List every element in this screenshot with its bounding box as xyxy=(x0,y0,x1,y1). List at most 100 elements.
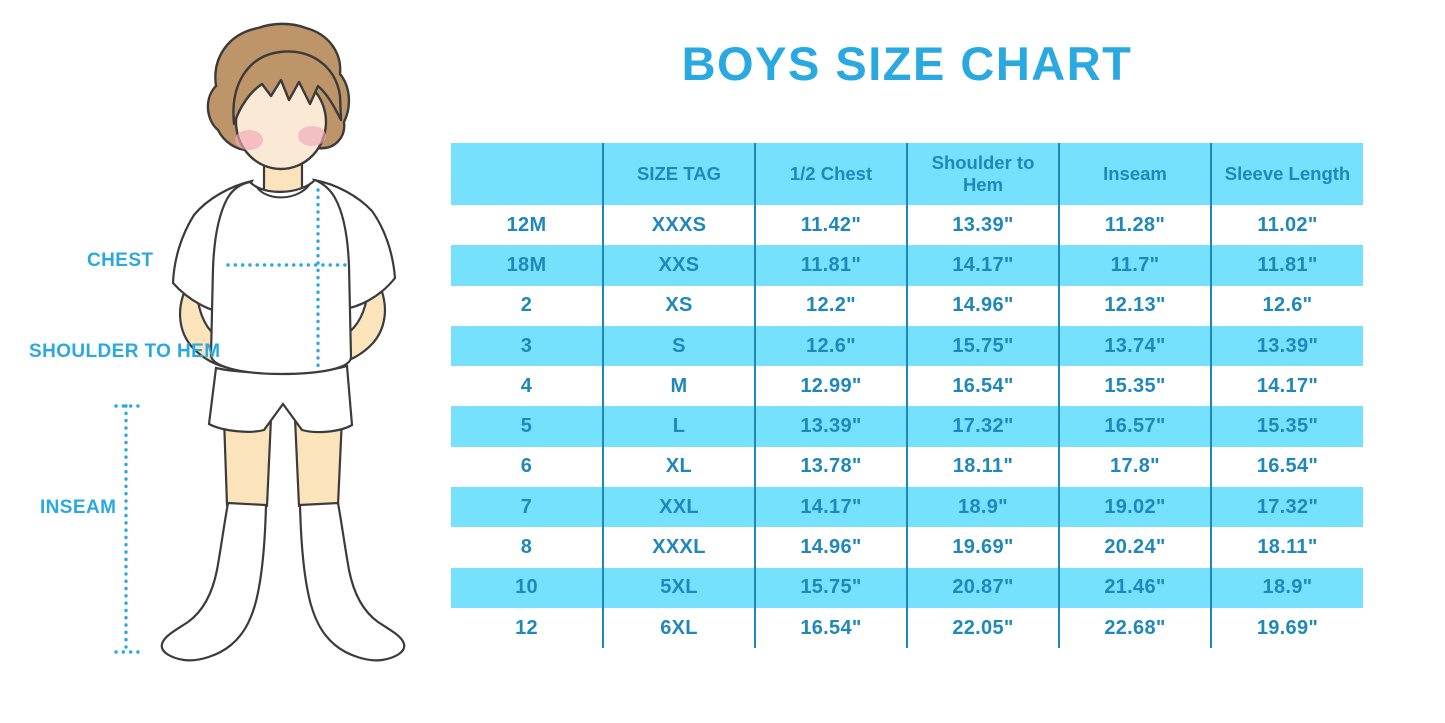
table-cell: XXXL xyxy=(602,527,755,568)
table-cell: M xyxy=(602,366,755,407)
table-cell: 12 xyxy=(515,616,538,639)
table-cell: 19.69" xyxy=(1210,607,1363,649)
table-row: 4 M 12.99" 16.54" 15.35" 14.17" xyxy=(451,366,1363,407)
table-cell: 13.39" xyxy=(1210,325,1363,367)
table-cell: 2 xyxy=(520,294,533,317)
table-cell: S xyxy=(602,325,755,367)
table-cell: 11.02" xyxy=(1210,205,1363,246)
size-table-container: SIZE TAG 1/2 Chest Shoulder to Hem Inseam Sl… xyxy=(451,143,1363,649)
table-row: 12M XXXS 11.42" 13.39" 11.28" 11.02" xyxy=(451,205,1363,246)
table-cell: 19.02" xyxy=(1058,487,1211,528)
table-cell: 12.13" xyxy=(1058,285,1211,326)
column-header: Sleeve Length xyxy=(1210,143,1363,205)
column-header: SIZE TAG xyxy=(602,143,755,205)
table-row: 8 XXXL 14.96" 19.69" 20.24" 18.11" xyxy=(451,527,1363,568)
table-cell: 15.75" xyxy=(906,325,1059,367)
table-cell: 16.54" xyxy=(1210,446,1363,488)
table-cell: 4 xyxy=(520,374,533,397)
table-cell: 6 xyxy=(520,455,533,478)
table-cell: 5XL xyxy=(602,567,755,608)
table-cell: 11.81" xyxy=(754,245,907,286)
table-cell: 11.42" xyxy=(754,205,907,246)
left-cheek xyxy=(235,130,263,150)
column-header: Inseam xyxy=(1058,143,1211,205)
table-cell: 15.35" xyxy=(1058,366,1211,407)
table-cell: 16.54" xyxy=(754,607,907,649)
table-cell: 18M xyxy=(506,253,547,276)
column-header: 1/2 Chest xyxy=(754,143,907,205)
size-table: SIZE TAG 1/2 Chest Shoulder to Hem Inseam Sl… xyxy=(451,143,1363,649)
table-cell: 12.6" xyxy=(754,325,907,367)
table-cell: 3 xyxy=(520,334,533,357)
table-cell: 13.74" xyxy=(1058,325,1211,367)
column-header: Shoulder to Hem xyxy=(906,143,1059,205)
table-row: 5 L 13.39" 17.32" 16.57" 15.35" xyxy=(451,406,1363,447)
table-cell: 18.9" xyxy=(906,487,1059,528)
table-cell: 14.17" xyxy=(754,487,907,528)
table-cell: 5 xyxy=(520,415,533,438)
table-cell: 11.7" xyxy=(1058,245,1211,286)
column-header xyxy=(451,143,603,205)
table-cell: 17.32" xyxy=(1210,487,1363,528)
table-cell: 19.69" xyxy=(906,527,1059,568)
table-cell: 7 xyxy=(520,495,533,518)
table-cell: 11.28" xyxy=(1058,205,1211,246)
table-cell: 17.32" xyxy=(906,406,1059,447)
boy-figure-svg xyxy=(114,22,406,662)
right-sock xyxy=(298,501,406,662)
boy-illustration xyxy=(0,0,445,723)
table-cell: 21.46" xyxy=(1058,567,1211,608)
shirt-body xyxy=(209,178,353,376)
table-cell: 12M xyxy=(506,213,547,236)
shorts xyxy=(207,364,354,434)
table-cell: XS xyxy=(602,285,755,326)
table-row: 18M XXS 11.81" 14.17" 11.7" 11.81" xyxy=(451,245,1363,286)
table-row: 7 XXL 14.17" 18.9" 19.02" 17.32" xyxy=(451,487,1363,528)
table-cell: 20.24" xyxy=(1058,527,1211,568)
table-cell: 10 xyxy=(515,576,538,599)
table-cell: 14.17" xyxy=(906,245,1059,286)
table-cell: XXXS xyxy=(602,205,755,246)
left-sock xyxy=(160,501,268,662)
collar-line xyxy=(255,183,311,199)
table-cell: 13.39" xyxy=(906,205,1059,246)
size-table-head: SIZE TAG 1/2 Chest Shoulder to Hem Inseam Sl… xyxy=(451,143,1363,205)
table-cell: L xyxy=(602,406,755,447)
table-cell: 12.99" xyxy=(754,366,907,407)
table-cell: XXS xyxy=(602,245,755,286)
table-cell: 8 xyxy=(520,536,533,559)
table-cell: 11.81" xyxy=(1210,245,1363,286)
table-cell: 15.75" xyxy=(754,567,907,608)
table-cell: 18.9" xyxy=(1210,567,1363,608)
table-cell: 14.17" xyxy=(1210,366,1363,407)
table-cell: 18.11" xyxy=(906,446,1059,488)
table-cell: 17.8" xyxy=(1058,446,1211,488)
table-cell: 16.54" xyxy=(906,366,1059,407)
table-row: 6 XL 13.78" 18.11" 17.8" 16.54" xyxy=(451,446,1363,488)
table-cell: 6XL xyxy=(602,607,755,649)
table-row: 2 XS 12.2" 14.96" 12.13" 12.6" xyxy=(451,285,1363,326)
size-table-body: 12M XXXS 11.42" 13.39" 11.28" 11.02" 18M XXS 11.… xyxy=(451,205,1363,649)
table-cell: 22.68" xyxy=(1058,607,1211,649)
table-header-row: SIZE TAG 1/2 Chest Shoulder to Hem Inseam Sl… xyxy=(451,143,1363,205)
table-cell: 12.2" xyxy=(754,285,907,326)
table-cell: XXL xyxy=(602,487,755,528)
chest-label: CHEST xyxy=(87,250,154,271)
table-cell: XL xyxy=(602,446,755,488)
table-cell: 14.96" xyxy=(906,285,1059,326)
page-title: BOYS SIZE CHART xyxy=(681,37,1133,90)
table-row: 10 5XL 15.75" 20.87" 21.46" 18.9" xyxy=(451,567,1363,608)
table-cell: 13.78" xyxy=(754,446,907,488)
table-cell: 18.11" xyxy=(1210,527,1363,568)
shoulder-to-hem-label: SHOULDER TO HEM xyxy=(29,341,221,362)
table-row: 3 S 12.6" 15.75" 13.74" 13.39" xyxy=(451,325,1363,367)
table-cell: 16.57" xyxy=(1058,406,1211,447)
inseam-label: INSEAM xyxy=(40,497,117,518)
table-row: 12 6XL 16.54" 22.05" 22.68" 19.69" xyxy=(451,607,1363,649)
table-cell: 15.35" xyxy=(1210,406,1363,447)
table-cell: 12.6" xyxy=(1210,285,1363,326)
table-cell: 22.05" xyxy=(906,607,1059,649)
right-cheek xyxy=(298,126,326,146)
table-cell: 20.87" xyxy=(906,567,1059,608)
